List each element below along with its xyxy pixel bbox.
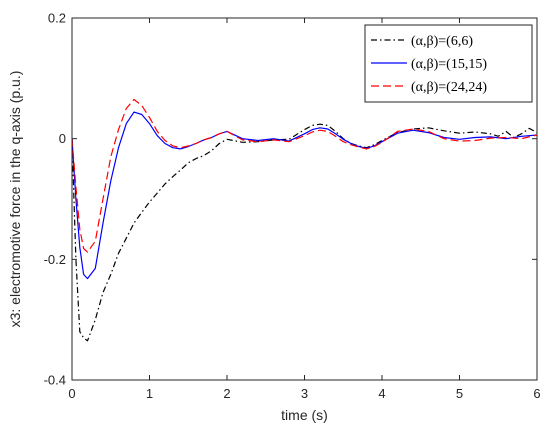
- x-tick-label: 4: [378, 386, 385, 401]
- y-tick-label: -0.4: [44, 373, 66, 388]
- y-tick-label: 0: [59, 131, 66, 146]
- y-tick-label: 0.2: [48, 11, 66, 26]
- y-tick-label: -0.2: [44, 252, 66, 267]
- x-tick-label: 6: [533, 386, 540, 401]
- x-axis-label: time (s): [281, 407, 328, 423]
- series-line-3: [72, 98, 537, 253]
- x-tick-label: 2: [223, 386, 230, 401]
- plot-lines: [72, 98, 537, 342]
- legend-label-3: (α,β)=(24,24): [411, 80, 487, 95]
- x-tick-label: 0: [68, 386, 75, 401]
- x-tick-label: 3: [301, 386, 308, 401]
- legend-entries: (α,β)=(6,6) (α,β)=(15,15) (α,β)=(24,24): [371, 34, 487, 95]
- series-line-2: [72, 111, 537, 280]
- y-axis-ticks: -0.4 -0.2 0 0.2: [44, 11, 537, 388]
- y-axis-label: x3: electromotive force in the q-axis (p…: [7, 71, 23, 328]
- series-line-1: [72, 123, 537, 342]
- legend-label-2: (α,β)=(15,15): [411, 57, 487, 72]
- x-tick-label: 1: [146, 386, 153, 401]
- legend: (α,β)=(6,6) (α,β)=(15,15) (α,β)=(24,24): [364, 24, 533, 103]
- legend-label-1: (α,β)=(6,6): [411, 34, 473, 49]
- x-tick-label: 5: [456, 386, 463, 401]
- x-axis-ticks: 0 1 2 3 4 5 6: [68, 18, 541, 401]
